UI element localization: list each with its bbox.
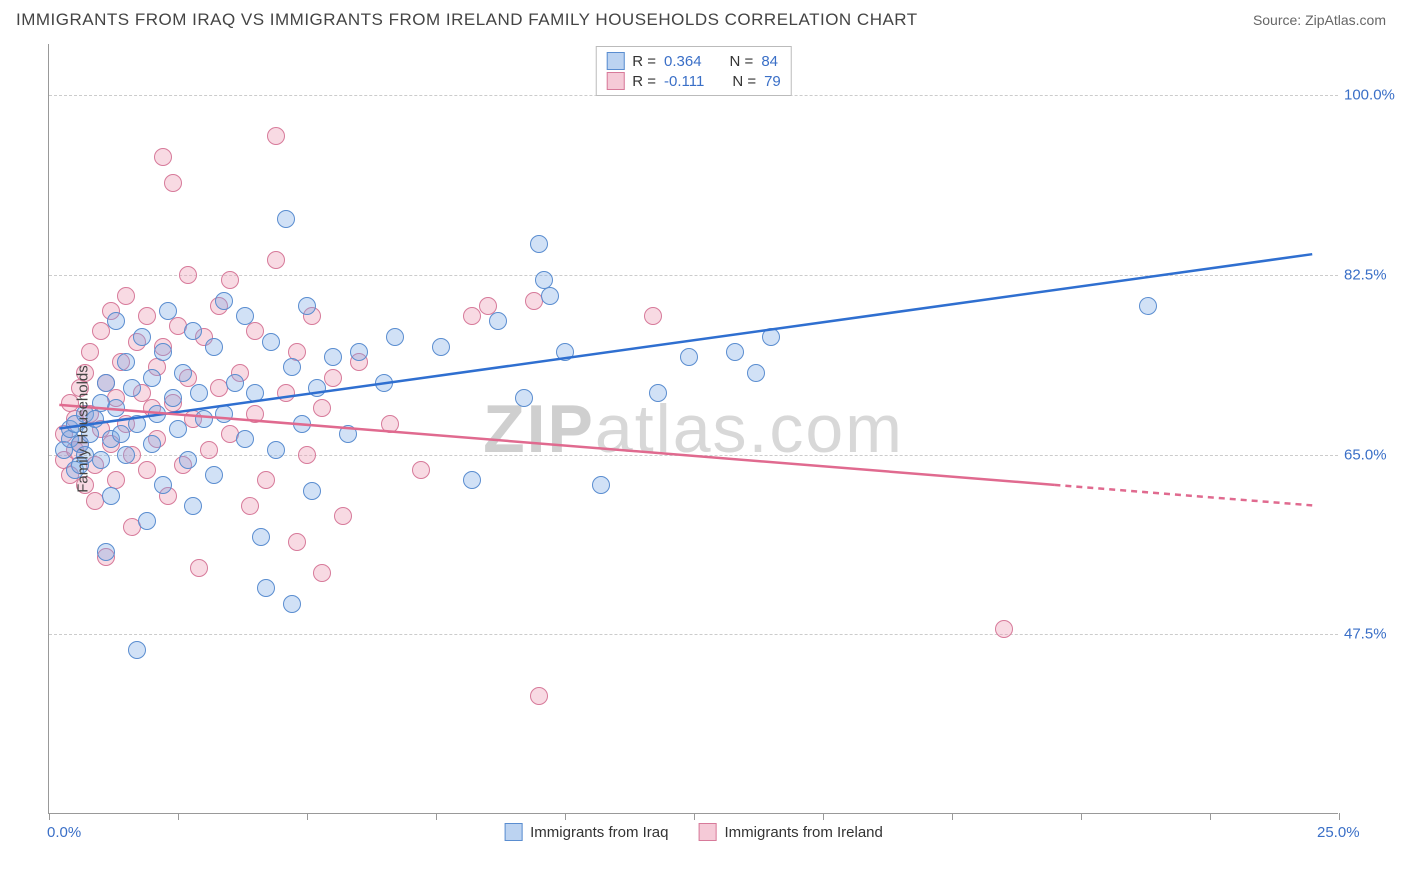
x-tick bbox=[1081, 813, 1082, 820]
legend-item-iraq: Immigrants from Iraq bbox=[504, 823, 668, 841]
r-value: -0.111 bbox=[664, 73, 704, 90]
n-value: 79 bbox=[764, 73, 781, 90]
x-tick bbox=[1210, 813, 1211, 820]
series-legend: Immigrants from Iraq Immigrants from Ire… bbox=[504, 823, 883, 841]
y-tick-label: 82.5% bbox=[1344, 267, 1402, 284]
y-tick-label: 65.0% bbox=[1344, 446, 1402, 463]
x-tick bbox=[565, 813, 566, 820]
x-axis-max-label: 25.0% bbox=[1317, 824, 1360, 841]
x-tick bbox=[823, 813, 824, 820]
r-label: R = bbox=[632, 73, 656, 90]
swatch-icon bbox=[606, 72, 624, 90]
legend-label: Immigrants from Iraq bbox=[530, 824, 668, 841]
trend-line bbox=[1054, 485, 1312, 506]
correlation-legend: R = 0.364 N = 84 R = -0.111 N = 79 bbox=[595, 46, 792, 96]
x-tick bbox=[49, 813, 50, 820]
y-tick-label: 100.0% bbox=[1344, 87, 1402, 104]
swatch-icon bbox=[698, 823, 716, 841]
source-label: Source: ZipAtlas.com bbox=[1253, 12, 1386, 28]
n-label: N = bbox=[730, 53, 754, 70]
chart-title: IMMIGRANTS FROM IRAQ VS IMMIGRANTS FROM … bbox=[16, 10, 918, 30]
y-tick-label: 47.5% bbox=[1344, 626, 1402, 643]
x-axis-min-label: 0.0% bbox=[47, 824, 81, 841]
n-value: 84 bbox=[761, 53, 778, 70]
trend-line bbox=[59, 405, 1054, 485]
legend-stat-row: R = 0.364 N = 84 bbox=[606, 51, 781, 71]
n-label: N = bbox=[732, 73, 756, 90]
y-axis-title: Family Households bbox=[74, 365, 91, 493]
legend-label: Immigrants from Ireland bbox=[724, 824, 882, 841]
x-tick bbox=[307, 813, 308, 820]
r-value: 0.364 bbox=[664, 53, 702, 70]
r-label: R = bbox=[632, 53, 656, 70]
trend-line bbox=[59, 254, 1312, 428]
x-tick bbox=[1339, 813, 1340, 820]
x-tick bbox=[178, 813, 179, 820]
legend-stat-row: R = -0.111 N = 79 bbox=[606, 71, 781, 91]
chart-plot-area: ZIPatlas.com 47.5%65.0%82.5%100.0% R = 0… bbox=[48, 44, 1338, 814]
x-tick bbox=[952, 813, 953, 820]
x-tick bbox=[694, 813, 695, 820]
swatch-icon bbox=[606, 52, 624, 70]
x-tick bbox=[436, 813, 437, 820]
swatch-icon bbox=[504, 823, 522, 841]
legend-item-ireland: Immigrants from Ireland bbox=[698, 823, 882, 841]
